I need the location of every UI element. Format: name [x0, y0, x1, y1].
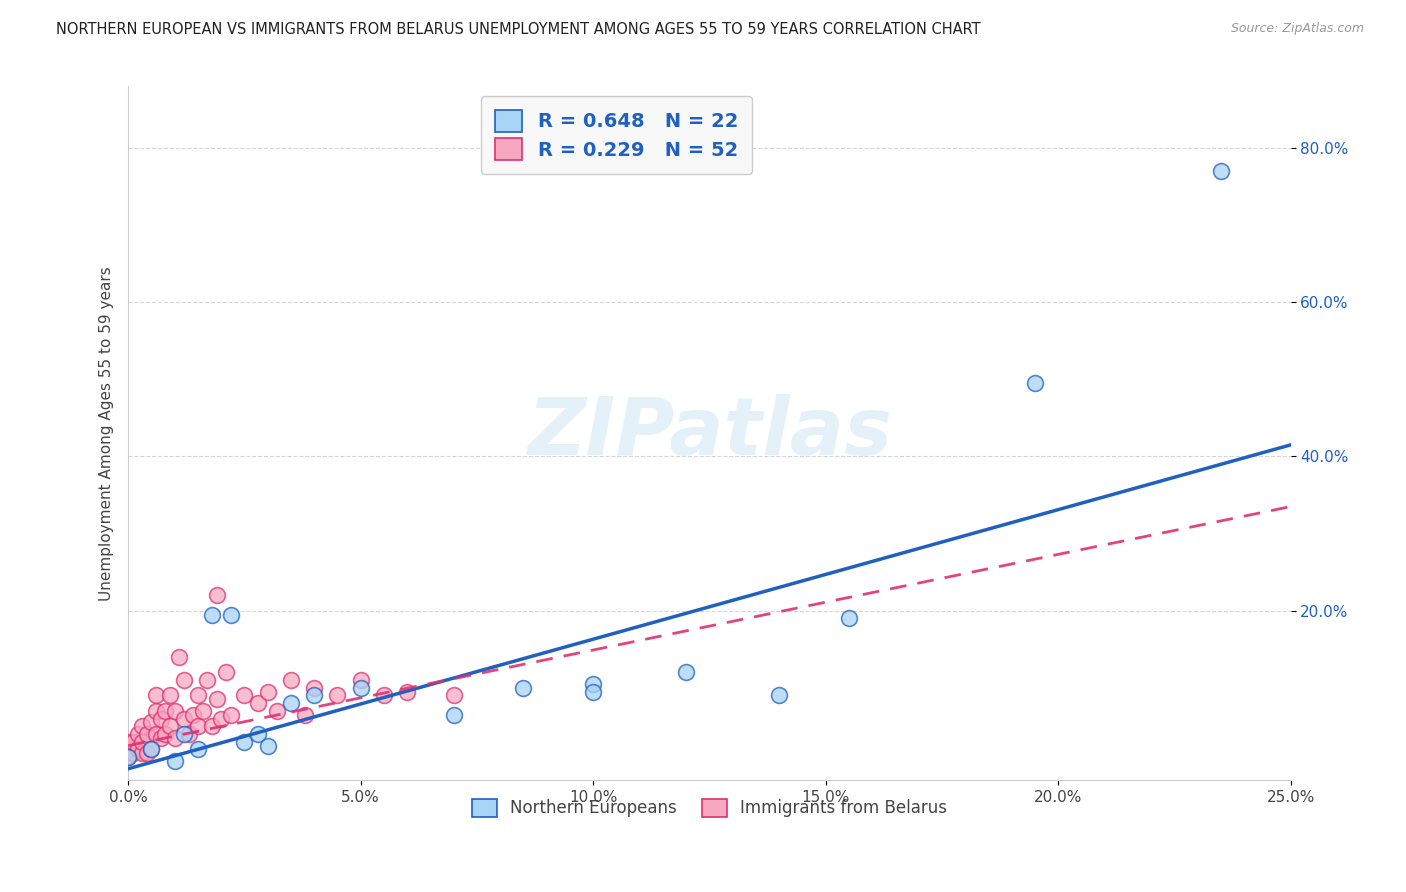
Point — [163, 704, 186, 718]
Point — [219, 707, 242, 722]
Point — [177, 727, 200, 741]
Point — [131, 735, 153, 749]
Point — [191, 704, 214, 718]
Point — [233, 689, 256, 703]
Point — [127, 727, 149, 741]
Point — [838, 611, 860, 625]
Point — [145, 704, 167, 718]
Point — [159, 689, 181, 703]
Point — [247, 696, 270, 710]
Point — [163, 754, 186, 768]
Point — [173, 727, 195, 741]
Point — [131, 747, 153, 761]
Legend: Northern Europeans, Immigrants from Belarus: Northern Europeans, Immigrants from Bela… — [465, 792, 953, 824]
Point — [122, 735, 145, 749]
Point — [326, 689, 349, 703]
Point — [256, 739, 278, 753]
Point — [201, 607, 224, 622]
Point — [512, 681, 534, 695]
Point — [201, 719, 224, 733]
Point — [122, 747, 145, 761]
Point — [280, 673, 302, 687]
Point — [187, 719, 209, 733]
Point — [219, 607, 242, 622]
Point — [155, 727, 177, 741]
Point — [141, 742, 163, 756]
Point — [155, 704, 177, 718]
Point — [183, 707, 205, 722]
Point — [187, 689, 209, 703]
Point — [1024, 376, 1046, 391]
Text: NORTHERN EUROPEAN VS IMMIGRANTS FROM BELARUS UNEMPLOYMENT AMONG AGES 55 TO 59 YE: NORTHERN EUROPEAN VS IMMIGRANTS FROM BEL… — [56, 22, 981, 37]
Point — [117, 735, 139, 749]
Point — [280, 696, 302, 710]
Point — [141, 742, 163, 756]
Point — [256, 684, 278, 698]
Point — [205, 692, 228, 706]
Point — [396, 684, 419, 698]
Point — [215, 665, 238, 680]
Point — [373, 689, 395, 703]
Point — [117, 750, 139, 764]
Point — [169, 649, 191, 664]
Point — [209, 712, 232, 726]
Point — [149, 712, 172, 726]
Point — [205, 588, 228, 602]
Point — [135, 727, 157, 741]
Point — [443, 707, 465, 722]
Point — [350, 681, 373, 695]
Point — [149, 731, 172, 745]
Point — [294, 707, 316, 722]
Point — [233, 735, 256, 749]
Text: Source: ZipAtlas.com: Source: ZipAtlas.com — [1230, 22, 1364, 36]
Point — [247, 727, 270, 741]
Point — [302, 689, 325, 703]
Point — [675, 665, 697, 680]
Point — [163, 731, 186, 745]
Point — [173, 673, 195, 687]
Point — [582, 677, 605, 691]
Point — [173, 712, 195, 726]
Point — [187, 742, 209, 756]
Point — [159, 719, 181, 733]
Point — [1209, 164, 1232, 178]
Point — [443, 689, 465, 703]
Text: ZIPatlas: ZIPatlas — [527, 394, 891, 473]
Point — [145, 689, 167, 703]
Point — [582, 684, 605, 698]
Point — [117, 742, 139, 756]
Point — [266, 704, 288, 718]
Point — [768, 689, 790, 703]
Point — [195, 673, 218, 687]
Point — [117, 750, 139, 764]
Point — [131, 719, 153, 733]
Point — [135, 747, 157, 761]
Y-axis label: Unemployment Among Ages 55 to 59 years: Unemployment Among Ages 55 to 59 years — [100, 266, 114, 600]
Point — [350, 673, 373, 687]
Point — [141, 715, 163, 730]
Point — [145, 727, 167, 741]
Point — [302, 681, 325, 695]
Point — [127, 742, 149, 756]
